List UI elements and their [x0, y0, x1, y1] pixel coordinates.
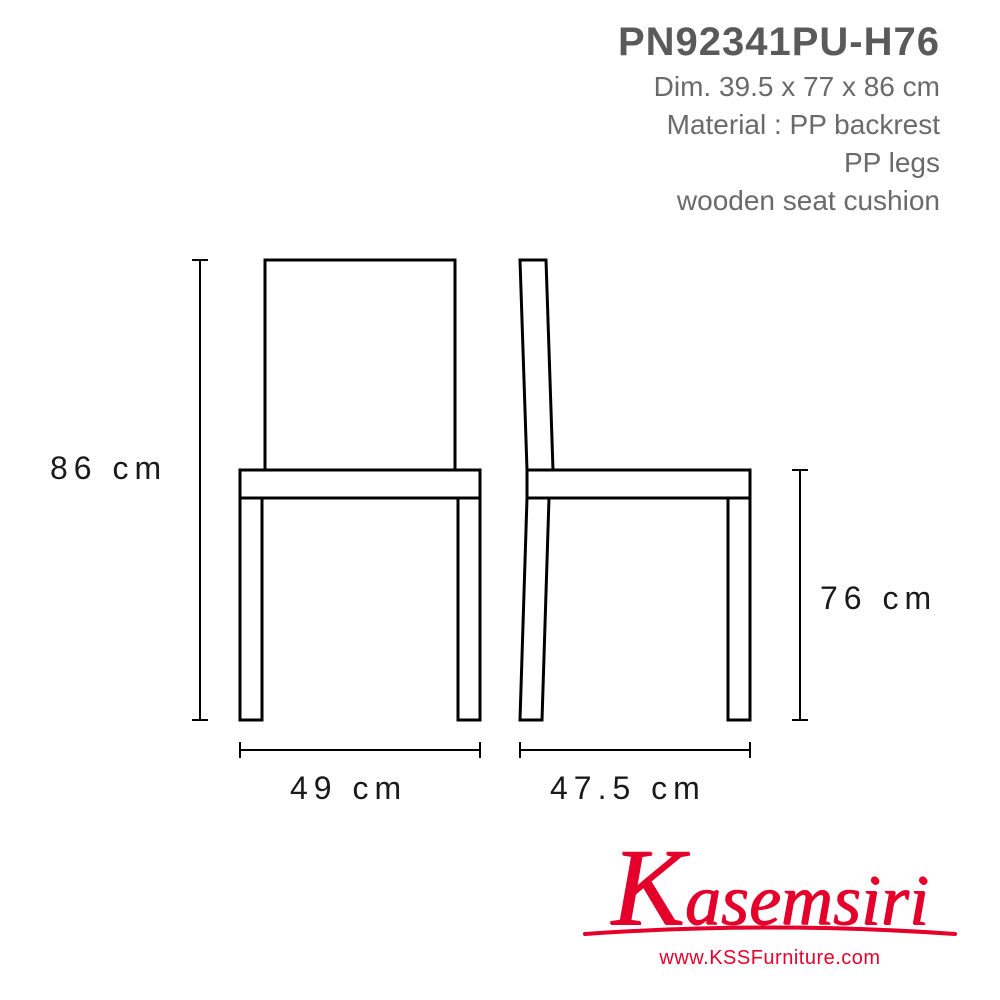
dim-line-height-total: [192, 260, 208, 720]
dim-line-height-seat: [792, 470, 808, 720]
brand-name: Kasemsiri: [580, 843, 960, 931]
brand-url: www.KSSFurniture.com: [580, 947, 960, 970]
material-line-1: Material : PP backrest: [618, 109, 940, 141]
label-depth-side: 47.5 cm: [550, 770, 706, 807]
material-line-3: wooden seat cushion: [618, 185, 940, 217]
dim-line-width-front: [240, 742, 480, 758]
dimensions-line: Dim. 39.5 x 77 x 86 cm: [618, 71, 940, 103]
dim-line-depth-side: [520, 742, 750, 758]
label-width-front: 49 cm: [290, 770, 407, 807]
brand-logo: Kasemsiri www.KSSFurniture.com: [580, 843, 960, 970]
label-height-total: 86 cm: [50, 450, 167, 487]
label-height-seat: 76 cm: [820, 580, 937, 617]
dimension-diagram: 86 cm 76 cm 49 cm 47.5 cm: [50, 250, 950, 800]
chair-side-view: [520, 260, 750, 720]
product-code: PN92341PU-H76: [618, 20, 940, 65]
chair-front-view: [240, 260, 480, 720]
material-line-2: PP legs: [618, 147, 940, 179]
chair-drawing: [50, 250, 950, 810]
product-header: PN92341PU-H76 Dim. 39.5 x 77 x 86 cm Mat…: [618, 20, 940, 217]
